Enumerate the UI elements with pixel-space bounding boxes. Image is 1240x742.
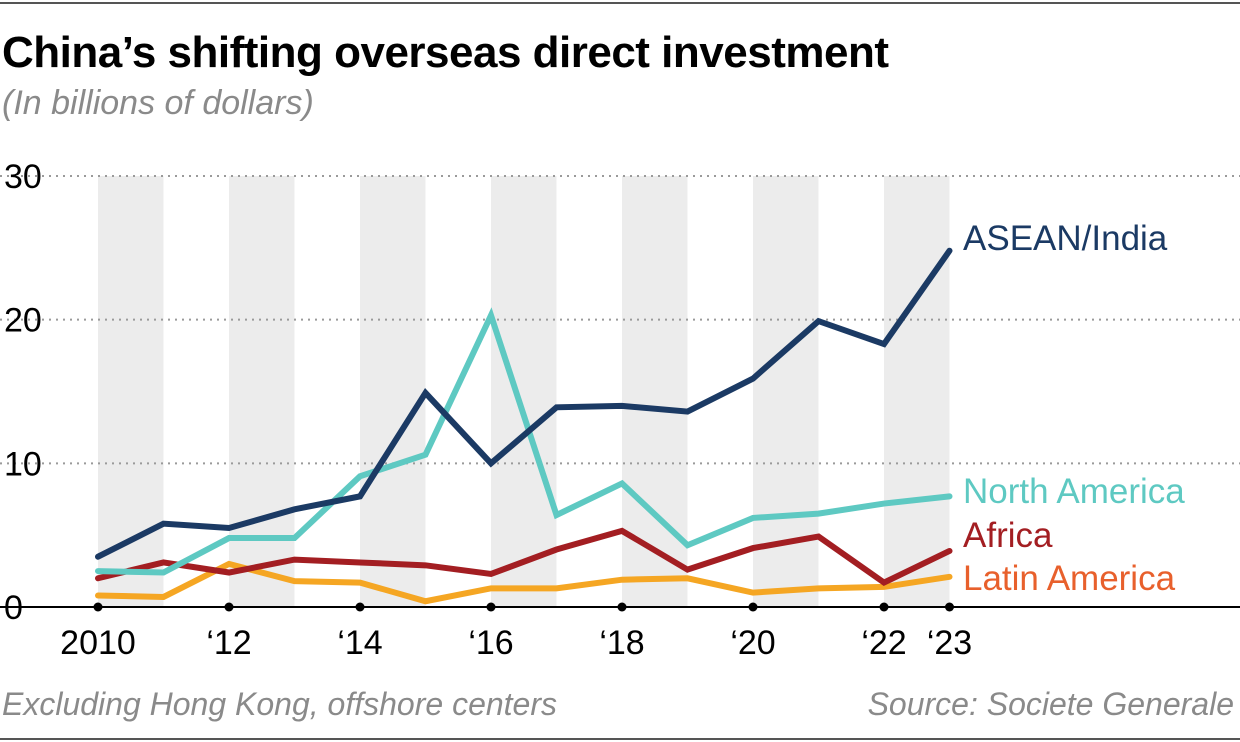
year-band bbox=[360, 176, 426, 607]
series-label: ASEAN/India bbox=[963, 219, 1168, 258]
series-lines bbox=[95, 247, 953, 605]
year-band bbox=[622, 176, 688, 607]
series-line bbox=[95, 307, 953, 576]
x-tick-mark bbox=[879, 602, 889, 612]
x-tick-mark bbox=[617, 602, 627, 612]
x-tick-mark bbox=[748, 602, 758, 612]
x-tick-label: 2010 bbox=[60, 624, 136, 662]
x-tick-label: ‘23 bbox=[927, 624, 972, 662]
chart-title: China’s shifting overseas direct investm… bbox=[2, 28, 889, 77]
x-tick-label: ‘18 bbox=[599, 624, 644, 662]
x-tick-mark bbox=[355, 602, 365, 612]
series-line bbox=[95, 560, 953, 605]
x-axis: 2010 ‘12 ‘14 ‘16 ‘18 ‘20 ‘22 ‘23 bbox=[0, 602, 1240, 662]
y-tick-label: 20 bbox=[4, 302, 42, 340]
x-tick-mark bbox=[224, 602, 234, 612]
x-tick-label: ‘20 bbox=[730, 624, 775, 662]
year-band bbox=[491, 176, 557, 607]
year-band bbox=[229, 176, 295, 607]
x-tick-mark bbox=[486, 602, 496, 612]
year-band bbox=[753, 176, 819, 607]
y-tick-label: 30 bbox=[4, 158, 42, 196]
series-line bbox=[95, 247, 953, 560]
x-tick-label: ‘14 bbox=[337, 624, 382, 662]
x-tick-label: ‘12 bbox=[206, 624, 251, 662]
footer-note: Excluding Hong Kong, offshore centers bbox=[2, 686, 557, 722]
series-labels: ASEAN/India North America Africa Latin Amer… bbox=[963, 219, 1185, 598]
top-rule bbox=[0, 2, 1240, 4]
chart-subtitle: (In billions of dollars) bbox=[2, 84, 314, 122]
series-label: Latin America bbox=[963, 559, 1176, 598]
y-tick-label: 10 bbox=[4, 445, 42, 483]
x-tick-mark bbox=[945, 602, 954, 612]
year-band bbox=[884, 176, 950, 607]
x-tick-label: ‘22 bbox=[861, 624, 906, 662]
series-label: North America bbox=[963, 472, 1185, 511]
x-tick-mark bbox=[93, 602, 103, 612]
series-line bbox=[95, 527, 953, 587]
footer-source: Source: Societe Generale bbox=[867, 686, 1234, 722]
x-tick-label: ‘16 bbox=[468, 624, 513, 662]
year-band bbox=[98, 176, 164, 607]
bottom-rule bbox=[0, 738, 1240, 740]
series-label: Africa bbox=[963, 516, 1053, 555]
